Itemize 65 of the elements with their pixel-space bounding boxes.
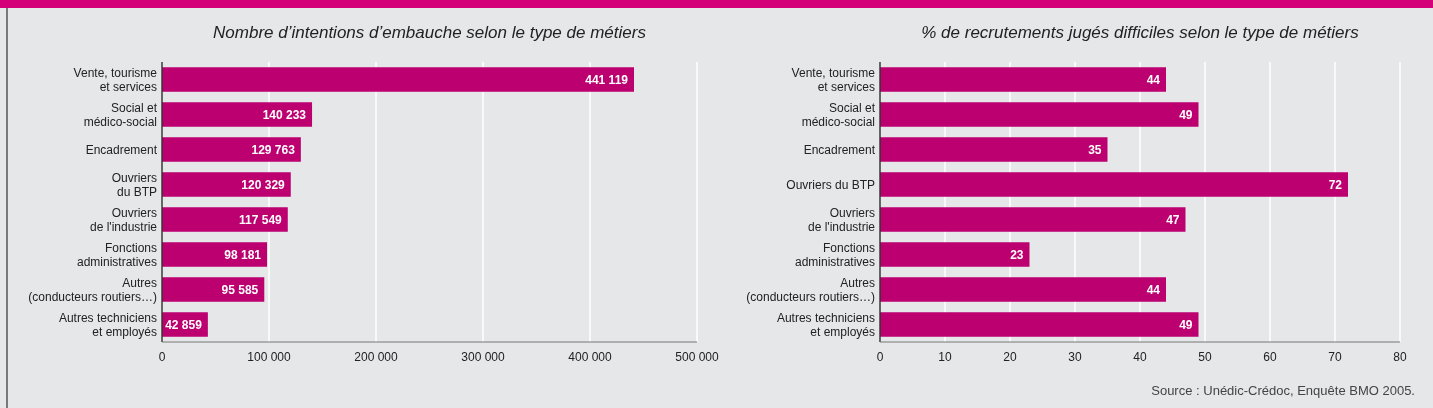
data-label: 117 549 (239, 212, 283, 227)
bar (162, 172, 291, 197)
y-tick-label: Autres techniciens et employés (58, 310, 157, 339)
data-label: 441 119 (585, 72, 629, 87)
data-label: 72 (1328, 177, 1343, 192)
bar (162, 242, 268, 267)
y-tick-label: Vente, tourisme et services (791, 65, 876, 94)
bar (880, 277, 1166, 302)
data-label: 35 (1088, 142, 1102, 157)
x-tick-label: 400 000 (568, 350, 613, 364)
y-tick-label: Social et médico-social (801, 100, 876, 129)
y-tick-label: Fonctions administratives (794, 240, 875, 269)
x-tick-label: 0 (158, 350, 166, 364)
x-tick-label: 70 (1328, 350, 1342, 364)
data-label: 44 (1146, 72, 1161, 87)
bar (880, 137, 1108, 162)
y-tick-label: Autres (conducteurs routiers…) (28, 275, 157, 304)
bar (880, 242, 1030, 267)
y-tick-label: Ouvriers de l'industrie (808, 205, 876, 234)
y-tick-label: Autres (conducteurs routiers…) (746, 275, 875, 304)
data-label: 98 181 (224, 247, 262, 262)
bar (162, 102, 313, 127)
data-label: 47 (1166, 212, 1180, 227)
data-label: 44 (1146, 282, 1161, 297)
data-label: 23 (1010, 247, 1024, 262)
data-label: 49 (1179, 317, 1193, 332)
data-label: 95 585 (221, 282, 259, 297)
x-tick-label: 80 (1393, 350, 1407, 364)
x-tick-label: 100 000 (247, 350, 292, 364)
x-tick-label: 0 (876, 350, 884, 364)
bar (880, 102, 1199, 127)
y-tick-label: Autres techniciens et employés (776, 310, 875, 339)
data-label: 49 (1179, 107, 1193, 122)
x-tick-label: 300 000 (461, 350, 506, 364)
y-tick-label: Encadrement (803, 142, 876, 157)
y-tick-label: Ouvriers du BTP (786, 177, 875, 192)
y-tick-label: Ouvriers de l'industrie (90, 205, 158, 234)
source-note: Source : Unédic-Crédoc, Enquête BMO 2005. (1151, 383, 1415, 398)
y-tick-label: Fonctions administratives (76, 240, 157, 269)
bar (880, 67, 1166, 92)
bar (162, 67, 634, 92)
bar (162, 277, 265, 302)
bar (880, 172, 1348, 197)
x-tick-label: 10 (938, 350, 952, 364)
data-label: 129 763 (251, 142, 296, 157)
y-tick-label: Encadrement (85, 142, 158, 157)
bar (162, 137, 301, 162)
x-tick-label: 500 000 (675, 350, 720, 364)
x-tick-label: 40 (1133, 350, 1147, 364)
bar (162, 207, 288, 232)
data-label: 120 329 (241, 177, 286, 192)
y-tick-label: Vente, tourisme et services (73, 65, 158, 94)
data-label: 140 233 (262, 107, 307, 122)
x-tick-label: 30 (1068, 350, 1082, 364)
chart-title: Nombre d’intentions d’embauche selon le type de métiers (213, 23, 647, 42)
x-tick-label: 20 (1003, 350, 1017, 364)
x-tick-label: 60 (1263, 350, 1277, 364)
data-label: 42 859 (165, 317, 203, 332)
x-tick-label: 200 000 (354, 350, 399, 364)
chart-title: % de recrutements jugés difficiles selon le type de métiers (921, 23, 1360, 42)
bar (880, 312, 1199, 337)
y-tick-label: Social et médico-social (83, 100, 158, 129)
x-tick-label: 50 (1198, 350, 1212, 364)
bar (880, 207, 1186, 232)
y-tick-label: Ouvriers du BTP (111, 170, 157, 199)
